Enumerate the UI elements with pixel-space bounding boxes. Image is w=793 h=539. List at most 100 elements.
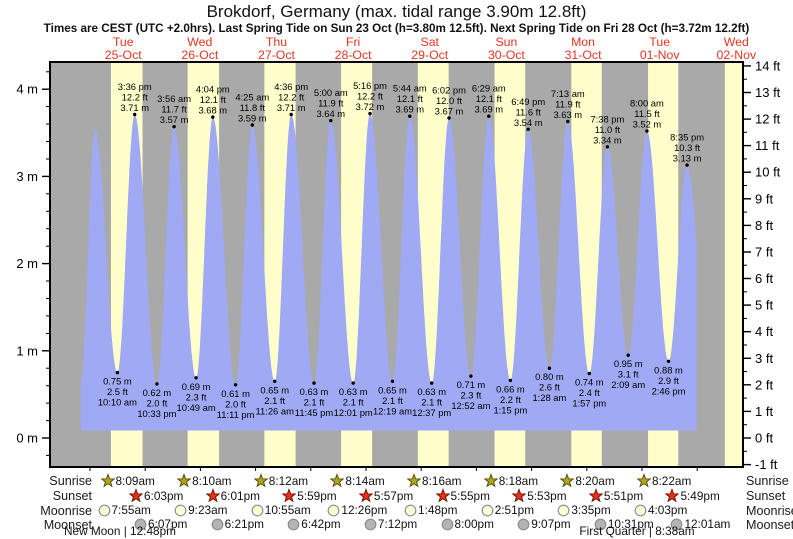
sunrise-time: 8:18am bbox=[483, 473, 538, 488]
high-tide-dot bbox=[487, 114, 491, 118]
moonset-time: 6:07pm bbox=[134, 517, 187, 531]
right-axis-label: 7 ft bbox=[755, 245, 773, 260]
moonset-circle bbox=[364, 518, 377, 531]
day-header-25-Oct: Tue 25-Oct bbox=[105, 36, 142, 62]
moonrise-circle bbox=[328, 504, 340, 517]
moonset-circle bbox=[211, 518, 224, 531]
sunrise-time-text: 8:22am bbox=[651, 474, 692, 488]
moonrise-row-label-right: Moonrise bbox=[746, 504, 793, 518]
day-dow: Thu bbox=[265, 35, 288, 49]
right-axis-label: 11 ft bbox=[755, 138, 780, 153]
sunset-row-label-right: Sunset bbox=[746, 489, 786, 503]
moonset-time-text: 9:07pm bbox=[531, 517, 571, 531]
right-axis-label: 9 ft bbox=[755, 191, 773, 206]
moonrise-time: 2:51pm bbox=[481, 503, 534, 517]
moonset-time-text: 10:31pm bbox=[607, 517, 654, 531]
moonrise-time-text: 12:26pm bbox=[341, 503, 388, 517]
sunrise-time-text: 8:09am bbox=[115, 474, 155, 488]
sunset-star bbox=[511, 488, 527, 503]
sunset-time: 5:51pm bbox=[588, 488, 644, 503]
sunrise-star bbox=[176, 473, 192, 488]
day-band bbox=[724, 62, 743, 467]
low-tide-label: 0.69 m 2.3 ft 10:49 am bbox=[177, 381, 216, 413]
day-header-31-Oct: Mon 31-Oct bbox=[565, 36, 602, 62]
day-header-27-Oct: Thu 27-Oct bbox=[258, 36, 295, 62]
moonset-time: 12:01am bbox=[670, 517, 730, 531]
high-tide-label: 4:36 pm 12.2 ft 3.71 m bbox=[274, 81, 308, 113]
sunset-time-text: 5:51pm bbox=[603, 489, 644, 503]
sunrise-time: 8:14am bbox=[329, 473, 385, 488]
right-axis-label: 2 ft bbox=[755, 377, 773, 392]
low-tide-label: 0.74 m 2.4 ft 1:57 pm bbox=[572, 377, 606, 409]
low-tide-label: 0.62 m 2.0 ft 10:33 pm bbox=[137, 387, 176, 419]
moonset-time: 10:31pm bbox=[594, 517, 654, 531]
sunset-time-text: 5:55pm bbox=[450, 489, 490, 503]
low-tide-dot bbox=[469, 374, 473, 378]
sunrise-star bbox=[329, 473, 345, 488]
moonset-time-text: 6:21pm bbox=[224, 517, 264, 531]
low-tide-dot bbox=[351, 381, 355, 385]
low-tide-label: 0.95 m 3.1 ft 2:09 am bbox=[611, 358, 645, 390]
moonset-circle bbox=[671, 518, 683, 531]
day-dow: Sun bbox=[495, 35, 518, 49]
sunset-time: 5:55pm bbox=[434, 488, 490, 503]
moonset-circle bbox=[594, 518, 607, 531]
right-axis-label: 4 ft bbox=[755, 324, 773, 339]
day-date: 28-Oct bbox=[334, 48, 372, 62]
sunrise-time-text: 8:16am bbox=[422, 474, 462, 488]
day-header-02-Nov: Wed 02-Nov bbox=[716, 36, 756, 62]
moonrise-time: 4:03pm bbox=[634, 503, 687, 517]
low-tide-dot bbox=[587, 371, 591, 376]
sunrise-star bbox=[99, 473, 116, 488]
moonset-time: 7:12pm bbox=[364, 517, 417, 531]
sunset-star bbox=[205, 488, 221, 503]
sunset-time: 5:59pm bbox=[281, 488, 337, 503]
low-tide-dot bbox=[666, 359, 671, 363]
left-axis-label: 1 m bbox=[16, 343, 38, 358]
low-tide-dot bbox=[233, 383, 238, 387]
moonrise-time-text: 9:23am bbox=[188, 503, 228, 517]
low-tide-label: 0.80 m 2.6 ft 1:28 am bbox=[532, 371, 566, 403]
moonrise-circle bbox=[174, 504, 187, 517]
day-header-28-Oct: Fri 28-Oct bbox=[335, 36, 372, 62]
low-tide-label: 0.63 m 2.1 ft 11:45 pm bbox=[295, 386, 334, 418]
high-tide-label: 7:38 pm 11.0 ft 3.34 m bbox=[590, 113, 624, 145]
high-tide-dot bbox=[408, 114, 412, 118]
sunrise-row-label-right: Sunrise bbox=[746, 474, 789, 488]
day-dow: Sat bbox=[420, 35, 439, 49]
moonrise-time: 1:48pm bbox=[404, 503, 457, 517]
left-axis-label: 4 m bbox=[16, 82, 38, 97]
sunset-time: 6:03pm bbox=[128, 488, 183, 503]
low-tide-label: 0.61 m 2.0 ft 11:11 pm bbox=[217, 388, 255, 420]
high-tide-label: 3:56 am 11.7 ft 3.57 m bbox=[157, 93, 191, 125]
right-axis-label: 14 ft bbox=[755, 58, 781, 73]
day-header-29-Oct: Sat 29-Oct bbox=[411, 36, 448, 62]
sunset-time: 5:49pm bbox=[664, 488, 720, 503]
day-dow: Fri bbox=[345, 35, 361, 49]
high-tide-label: 5:16 pm 12.2 ft 3.72 m bbox=[353, 80, 387, 112]
first-quarter-label: First Quarter | 8:38am bbox=[579, 524, 695, 538]
moonrise-circle bbox=[251, 504, 264, 517]
sunrise-time-text: 8:14am bbox=[345, 474, 385, 488]
moonrise-time-text: 1:48pm bbox=[418, 503, 458, 517]
moonrise-circle bbox=[634, 504, 647, 517]
moonrise-time: 12:26pm bbox=[327, 503, 387, 517]
high-tide-label: 5:00 am 11.9 ft 3.64 m bbox=[314, 87, 348, 119]
right-axis-label: 0 ft bbox=[755, 431, 773, 446]
right-axis-label: 10 ft bbox=[755, 165, 781, 180]
sunrise-star bbox=[636, 473, 652, 488]
low-tide-dot bbox=[155, 382, 159, 386]
sunset-time: 5:57pm bbox=[358, 488, 413, 503]
sunrise-star bbox=[253, 473, 269, 488]
day-date: 27-Oct bbox=[258, 48, 295, 62]
sunset-time-text: 5:53pm bbox=[527, 489, 567, 503]
low-tide-label: 0.63 m 2.1 ft 12:37 pm bbox=[412, 386, 451, 418]
low-tide-label: 0.63 m 2.1 ft 12:01 pm bbox=[334, 386, 373, 418]
moonrise-row-label-left: Moonrise bbox=[40, 504, 92, 518]
day-dow: Tue bbox=[649, 35, 671, 49]
sunset-star bbox=[358, 488, 374, 503]
high-tide-label: 7:13 am 11.9 ft 3.63 m bbox=[551, 88, 585, 120]
day-dow: Mon bbox=[571, 35, 595, 49]
